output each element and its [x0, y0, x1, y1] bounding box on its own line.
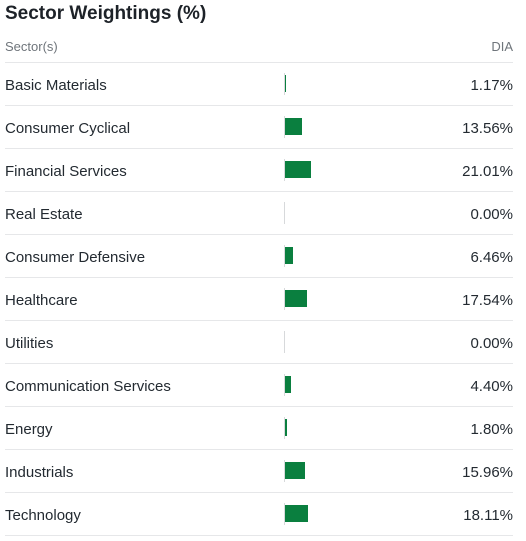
sector-name: Utilities	[5, 335, 54, 352]
weight-bar	[285, 462, 305, 479]
weight-bar	[285, 505, 308, 522]
table-row: Communication Services 4.40%	[5, 364, 513, 407]
sector-weight: 0.00%	[470, 335, 513, 352]
sector-weight: 6.46%	[470, 249, 513, 266]
sector-weight: 0.00%	[470, 206, 513, 223]
sector-name: Consumer Cyclical	[5, 120, 131, 137]
table-row: Technology 18.11%	[5, 493, 513, 536]
sector-weight: 4.40%	[470, 378, 513, 395]
weight-bar-track	[284, 288, 415, 310]
weight-bar	[285, 419, 288, 436]
table-row: Industrials 15.96%	[5, 450, 513, 493]
weight-bar	[285, 376, 291, 393]
table-row: Energy 1.80%	[5, 407, 513, 450]
sector-weight: 21.01%	[462, 163, 513, 180]
weight-bar	[285, 118, 302, 135]
sector-column-header: Sector(s)	[5, 39, 58, 54]
sector-name: Basic Materials	[5, 77, 107, 94]
table-row: Healthcare 17.54%	[5, 278, 513, 321]
sector-weight: 18.11%	[463, 507, 513, 524]
section-title: Sector Weightings (%)	[5, 3, 207, 24]
weight-bar	[285, 161, 312, 178]
weight-bar	[285, 290, 307, 307]
sector-name: Consumer Defensive	[5, 249, 146, 266]
weight-bar-track	[284, 73, 415, 95]
sector-table: Basic Materials 1.17% Consumer Cyclical …	[5, 63, 513, 536]
sector-weight: 15.96%	[462, 464, 513, 481]
sector-name: Communication Services	[5, 378, 171, 395]
table-row: Consumer Defensive 6.46%	[5, 235, 513, 278]
sector-weight: 1.17%	[470, 77, 513, 94]
sector-weight: 17.54%	[462, 292, 513, 309]
sector-name: Financial Services	[5, 163, 127, 180]
sector-weight: 13.56%	[462, 120, 513, 137]
sector-name: Energy	[5, 421, 53, 438]
weight-bar-track	[284, 417, 415, 439]
sector-name: Technology	[5, 507, 81, 524]
table-row: Utilities 0.00%	[5, 321, 513, 364]
weight-bar	[285, 75, 287, 92]
weight-bar-track	[284, 245, 415, 267]
table-row: Financial Services 21.01%	[5, 149, 513, 192]
weight-bar-track	[284, 116, 415, 138]
weight-bar-track	[284, 503, 415, 525]
table-header: Sector(s) DIA	[5, 36, 513, 63]
fund-column-header: DIA	[491, 39, 513, 54]
weight-bar	[285, 247, 294, 264]
sector-weight: 1.80%	[470, 421, 513, 438]
table-row: Real Estate 0.00%	[5, 192, 513, 235]
sector-name: Real Estate	[5, 206, 83, 223]
weight-bar-track	[284, 374, 415, 396]
sector-name: Healthcare	[5, 292, 78, 309]
table-row: Consumer Cyclical 13.56%	[5, 106, 513, 149]
weight-bar-track	[284, 202, 415, 224]
weight-bar-track	[284, 460, 415, 482]
table-row: Basic Materials 1.17%	[5, 63, 513, 106]
weight-bar-track	[284, 159, 415, 181]
weight-bar-track	[284, 331, 415, 353]
sector-name: Industrials	[5, 464, 74, 481]
